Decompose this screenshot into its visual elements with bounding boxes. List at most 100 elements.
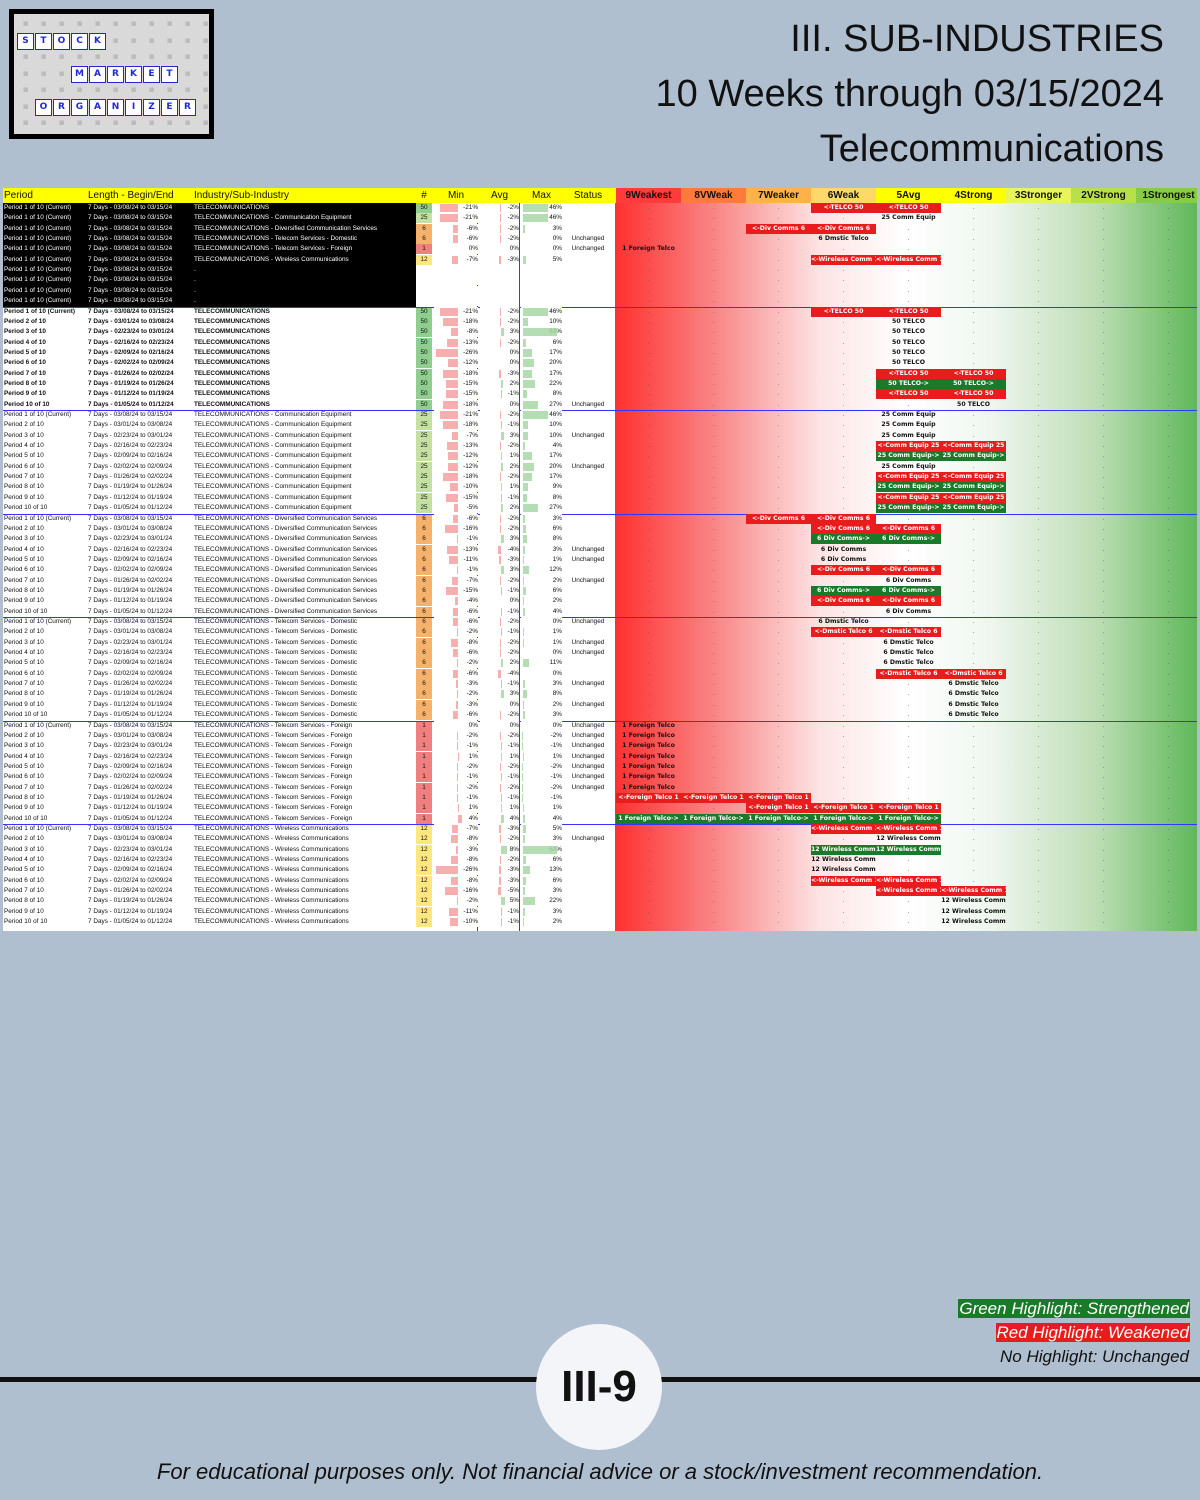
max-cell: 10%: [521, 420, 562, 431]
logo-letter-tile: ▪: [184, 118, 191, 128]
band-placeholder-dot: .: [907, 773, 910, 781]
strength-band-label: 25 Comm Equip->: [876, 482, 941, 493]
band-placeholder-dot: .: [842, 783, 845, 791]
band-placeholder-dot: .: [1102, 876, 1105, 884]
mx-data-bar: [523, 659, 529, 668]
avg-cell: 3%: [480, 689, 519, 700]
logo-letter-tile: ▪: [112, 52, 119, 62]
industry-cell: .: [194, 286, 196, 294]
length-cell: 7 Days - 01/19/24 to 01/26/24: [88, 793, 173, 801]
avg-cell: 8%: [480, 844, 519, 855]
av-data-bar: [500, 742, 502, 751]
band-placeholder-dot: .: [712, 348, 715, 356]
table-row: Period 7 of 10 7 Days - 01/26/24 to 02/02…: [3, 472, 1197, 483]
count-cell: 12: [416, 844, 432, 855]
logo-letter-tile: ▪: [130, 52, 137, 62]
period-cell: Period 10 of 10: [4, 711, 48, 719]
length-cell: 7 Days - 02/09/24 to 02/16/24: [88, 762, 173, 770]
count-cell: 12: [416, 834, 432, 845]
avg-cell: 0%: [480, 596, 519, 607]
status-cell: Weakened: [563, 441, 613, 452]
band-placeholder-dot: .: [842, 918, 845, 926]
band-placeholder-dot: .: [712, 255, 715, 263]
max-cell: 3%: [521, 513, 562, 524]
section-separator: [3, 617, 1197, 618]
mn-data-bar: [444, 524, 459, 533]
mx-data-bar: [523, 586, 527, 595]
band-placeholder-dot: .: [1102, 266, 1105, 274]
industry-cell: TELECOMMUNICATIONS - Communication Equip…: [194, 504, 352, 512]
mn-data-bar: [447, 545, 459, 554]
avg-cell: -1%: [480, 917, 519, 928]
band-placeholder-dot: .: [1167, 887, 1170, 895]
table-row: Period 10 of 10 7 Days - 01/05/24 to 01/1…: [3, 710, 1197, 721]
logo-letter-tile: G: [71, 98, 88, 116]
av-data-bar: [500, 390, 502, 399]
band-placeholder-dot: .: [1167, 235, 1170, 243]
band-placeholder-dot: .: [842, 297, 845, 305]
mn-data-bar: [442, 369, 459, 378]
strength-band-label: 50 TELCO: [892, 348, 925, 356]
band-placeholder-dot: .: [1037, 276, 1040, 284]
band-placeholder-dot: .: [712, 638, 715, 646]
band-placeholder-dot: .: [712, 473, 715, 481]
band-placeholder-dot: .: [777, 369, 780, 377]
band-placeholder-dot: .: [1037, 856, 1040, 864]
table-row: Period 9 of 10 7 Days - 01/12/24 to 01/19…: [3, 906, 1197, 917]
av-data-bar: [501, 504, 503, 513]
logo-row: ▪ ▪ ▪ ▪ ▪ ▪ ▪ ▪ ▪ ▪ ▪: [18, 83, 213, 98]
count-cell: 25: [416, 482, 432, 493]
max-cell: 11%: [521, 658, 562, 669]
period-cell: Period 1 of 10 (Current): [4, 204, 72, 211]
count-cell: 1: [416, 741, 432, 752]
status-cell: Unchanged: [563, 637, 613, 648]
band-placeholder-dot: .: [907, 700, 910, 708]
band-placeholder-dot: .: [1037, 442, 1040, 450]
section-separator: [3, 410, 1197, 411]
industry-cell: TELECOMMUNICATIONS - Communication Equip…: [194, 421, 352, 429]
length-cell: 7 Days - 02/02/24 to 02/09/24: [88, 566, 173, 574]
band-placeholder-dot: .: [842, 887, 845, 895]
band-placeholder-dot: .: [907, 462, 910, 470]
min-cell: [434, 296, 478, 307]
band-placeholder-dot: .: [842, 369, 845, 377]
strength-band-label: <-Foreign Telco 1: [811, 803, 876, 814]
length-cell: 7 Days - 02/23/24 to 03/01/24: [88, 845, 173, 853]
mx-data-bar: [523, 711, 525, 720]
mx-data-bar: [523, 638, 524, 647]
band-placeholder-dot: .: [1167, 690, 1170, 698]
band-placeholder-dot: .: [972, 866, 975, 874]
mn-data-bar: [442, 317, 459, 326]
band-placeholder-dot: .: [712, 379, 715, 387]
count-cell: 6: [416, 596, 432, 607]
band-placeholder-dot: .: [647, 369, 650, 377]
band-placeholder-dot: .: [777, 835, 780, 843]
band-placeholder-dot: .: [712, 586, 715, 594]
mx-data-bar: [523, 907, 525, 916]
mn-data-bar: [451, 638, 459, 647]
length-cell: 7 Days - 02/16/24 to 02/23/24: [88, 752, 173, 760]
industry-cell: TELECOMMUNICATIONS - Communication Equip…: [194, 431, 352, 439]
logo-letter-tile: ▪: [202, 101, 209, 112]
band-placeholder-dot: .: [647, 421, 650, 429]
av-data-bar: [499, 649, 502, 658]
band-placeholder-dot: .: [647, 483, 650, 491]
table-row: Period 6 of 10 7 Days - 02/02/24 to 02/09…: [3, 668, 1197, 679]
band-placeholder-dot: .: [972, 545, 975, 553]
length-cell: 7 Days - 02/23/24 to 03/01/24: [88, 742, 173, 750]
band-placeholder-dot: .: [1102, 628, 1105, 636]
band-placeholder-dot: .: [777, 731, 780, 739]
band-placeholder-dot: .: [1037, 235, 1040, 243]
band-placeholder-dot: .: [907, 338, 910, 346]
band-placeholder-dot: .: [972, 825, 975, 832]
logo-letter-tile: ▪: [202, 35, 209, 46]
band-placeholder-dot: .: [1037, 680, 1040, 688]
strength-band-label: 12 Wireless Comm: [941, 897, 1006, 905]
av-data-bar: [499, 711, 502, 720]
band-placeholder-dot: .: [777, 845, 780, 853]
band-placeholder-dot: .: [1167, 390, 1170, 398]
band-placeholder-dot: .: [777, 400, 780, 408]
mn-data-bar: [453, 514, 459, 523]
band-placeholder-dot: .: [647, 804, 650, 812]
band-placeholder-dot: .: [1037, 359, 1040, 367]
